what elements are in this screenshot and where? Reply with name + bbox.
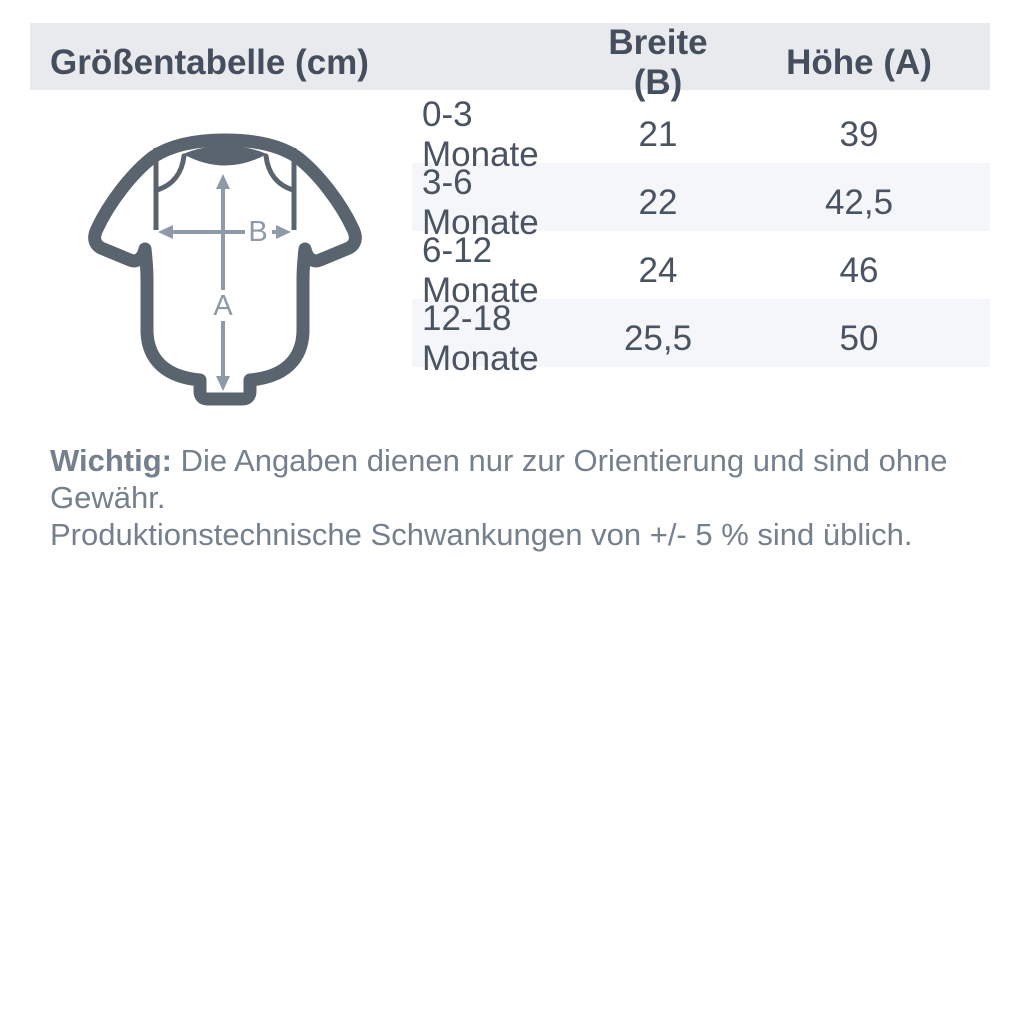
- page-title: Größentabelle (cm): [50, 43, 369, 82]
- disclaimer-text-1: Die Angaben dienen nur zur Orientierung …: [50, 443, 948, 515]
- baby-bodysuit-icon: A B: [88, 133, 362, 406]
- height-value: 42,5: [824, 183, 894, 222]
- size-label: 0-3 Monate: [422, 95, 539, 174]
- height-value: 50: [839, 319, 879, 358]
- height-value: 46: [839, 251, 879, 290]
- table-row: 12-18 Monate 25,5 50: [412, 299, 990, 378]
- size-label: 3-6 Monate: [422, 163, 539, 242]
- neckband-shape: [183, 145, 267, 166]
- height-arrow-label: A: [213, 290, 233, 322]
- height-value: 39: [839, 115, 879, 154]
- table-row: 6-12 Monate 24 46: [412, 231, 990, 310]
- disclaimer-line-2: Produktionstechnische Schwankungen von +…: [50, 517, 913, 552]
- disclaimer-lead: Wichtig:: [50, 443, 172, 478]
- size-table: 0-3 Monate 21 39 3-6 Monate 22 42,5 6-12…: [412, 95, 990, 378]
- width-value: 25,5: [623, 319, 693, 358]
- disclaimer-note: Wichtig: Die Angaben dienen nur zur Orie…: [50, 442, 980, 553]
- height-measure-arrow: [216, 174, 230, 391]
- width-value: 22: [638, 183, 678, 222]
- size-label: 6-12 Monate: [422, 231, 539, 310]
- column-header-height: Höhe (A): [786, 43, 932, 82]
- table-row: 3-6 Monate 22 42,5: [412, 163, 990, 242]
- width-value: 24: [638, 251, 678, 290]
- table-row: 0-3 Monate 21 39: [412, 95, 990, 174]
- left-shoulder-fold: [154, 153, 187, 193]
- disclaimer-line-1: Wichtig: Die Angaben dienen nur zur Orie…: [50, 442, 980, 516]
- size-label: 12-18 Monate: [422, 299, 539, 378]
- width-measure-arrow: [158, 225, 291, 239]
- size-chart-header: Größentabelle (cm) Breite (B) Höhe (A): [30, 23, 990, 102]
- width-arrow-label: B: [248, 216, 267, 248]
- column-header-width: Breite (B): [608, 23, 708, 102]
- right-shoulder-fold: [263, 153, 296, 193]
- width-value: 21: [638, 115, 678, 154]
